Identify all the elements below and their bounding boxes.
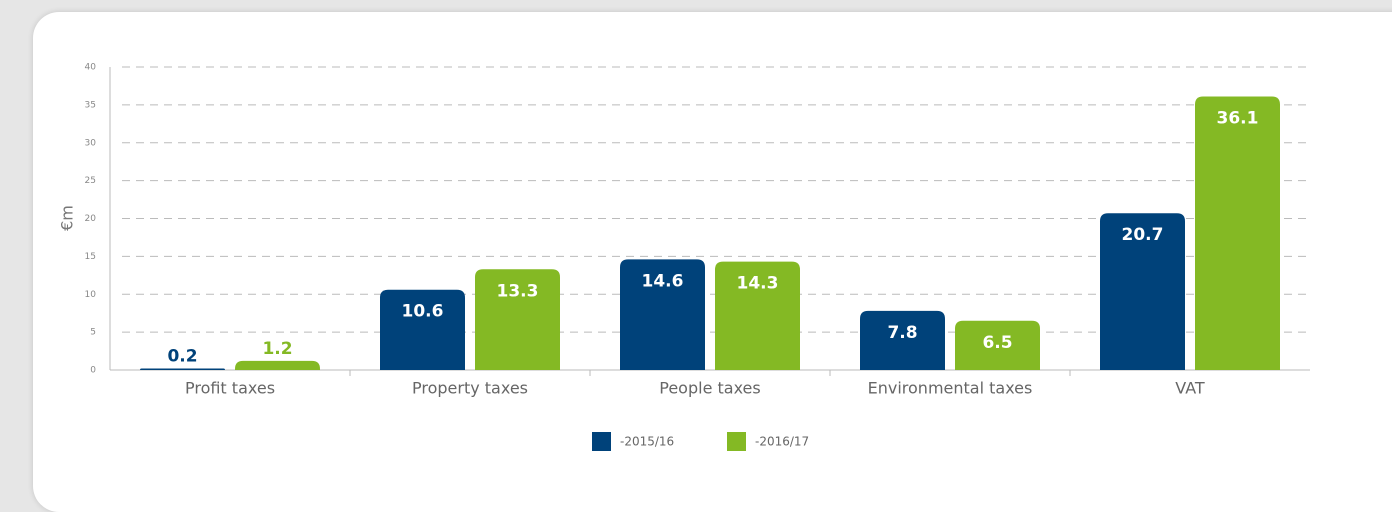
bar <box>140 368 225 370</box>
legend-swatch <box>592 432 611 451</box>
data-label: 36.1 <box>1217 109 1259 129</box>
y-tick-label: 20 <box>85 214 97 224</box>
data-label: 1.2 <box>262 339 292 359</box>
y-tick-label: 30 <box>85 138 97 148</box>
data-label: 7.8 <box>887 323 917 343</box>
data-label: 13.3 <box>497 281 539 301</box>
x-tick-label: Property taxes <box>412 379 528 398</box>
bar <box>235 360 320 370</box>
bar <box>955 320 1040 370</box>
bar <box>620 259 705 370</box>
data-label: 20.7 <box>1122 225 1164 245</box>
y-tick-label: 40 <box>85 63 97 73</box>
y-tick-label: 25 <box>85 176 96 186</box>
bar <box>1100 213 1185 370</box>
x-tick-label: Profit taxes <box>185 379 275 398</box>
y-axis-label: €m <box>58 205 77 231</box>
y-tick-label: 35 <box>85 100 96 110</box>
x-tick-label: Environmental taxes <box>868 379 1033 398</box>
data-label: 14.3 <box>737 274 779 294</box>
bar <box>380 289 465 370</box>
data-label: 10.6 <box>402 302 444 322</box>
y-tick-label: 5 <box>90 328 96 338</box>
data-label: 0.2 <box>167 346 197 366</box>
y-tick-label: 0 <box>90 366 96 376</box>
page: €m 0 5 10 15 20 25 30 35 40 Profit taxes 0.2 1.2 Pro… <box>33 12 1392 512</box>
bar <box>475 269 560 370</box>
bar <box>860 310 945 370</box>
bar <box>715 261 800 370</box>
data-label: 14.6 <box>642 271 684 291</box>
legend-swatch <box>727 432 746 451</box>
legend-label: -2016/17 <box>755 435 809 449</box>
legend-label: -2015/16 <box>620 435 674 449</box>
y-tick-label: 10 <box>85 290 97 300</box>
bar <box>1195 96 1280 370</box>
x-tick-label: People taxes <box>659 379 760 398</box>
chart: €m 0 5 10 15 20 25 30 35 40 Profit taxes 0.2 1.2 Pro… <box>58 63 1310 451</box>
data-label: 6.5 <box>982 333 1012 353</box>
x-tick-label: VAT <box>1175 379 1205 398</box>
y-tick-label: 15 <box>85 252 96 262</box>
